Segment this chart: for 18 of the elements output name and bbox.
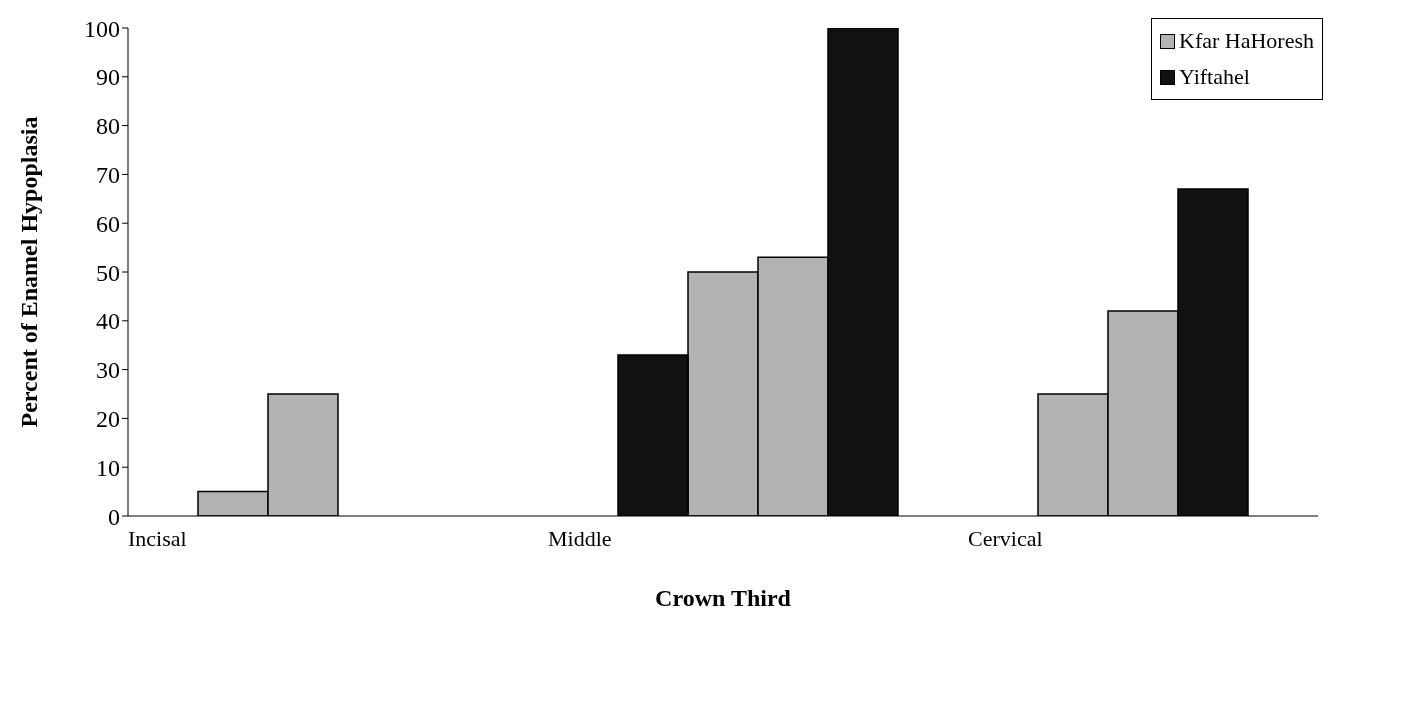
y-tick-label: 70 <box>96 161 120 188</box>
y-tick-label: 80 <box>96 113 120 140</box>
y-tick-label: 60 <box>96 210 120 237</box>
y-tick-label: 50 <box>96 259 120 286</box>
x-tick-label: Middle <box>548 526 612 551</box>
y-tick-label: 100 <box>84 15 120 42</box>
legend-label: Kfar HaHoresh <box>1179 27 1314 55</box>
y-tick-label: 90 <box>96 64 120 91</box>
x-tick-label: Incisal <box>128 526 187 551</box>
x-tick-label: Cervical <box>968 526 1043 551</box>
legend-label: Yiftahel <box>1179 63 1250 91</box>
y-tick-label: 30 <box>96 357 120 384</box>
x-axis-title: Crown Third <box>655 585 792 611</box>
y-tick-label: 10 <box>96 454 120 481</box>
y-tick-label: 40 <box>96 308 120 335</box>
y-axis-title: Percent of Enamel Hypoplasia <box>15 116 42 428</box>
y-tick-label: 20 <box>96 405 120 432</box>
y-tick-label: 0 <box>108 503 120 530</box>
